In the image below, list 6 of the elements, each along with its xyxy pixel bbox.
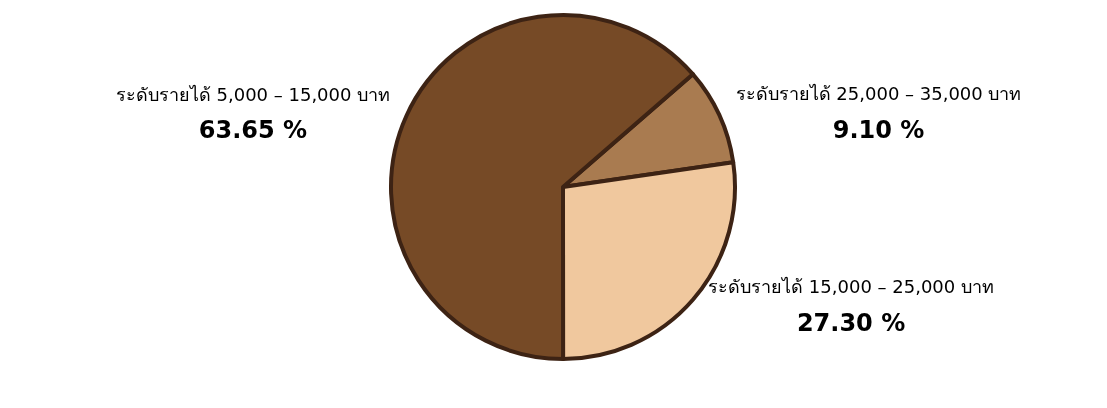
data-label: 63.65 %	[198, 116, 308, 145]
data-label: 27.30 %	[796, 308, 906, 337]
slice-label: ระดับรายได้ 25,000 – 35,000 บาท	[735, 83, 1022, 105]
data-label: 9.10 %	[832, 115, 925, 144]
slice-label: ระดับรายได้ 15,000 – 25,000 บาท	[708, 276, 994, 298]
slice-label: ระดับรายได้ 5,000 – 15,000 บาท	[115, 83, 391, 105]
